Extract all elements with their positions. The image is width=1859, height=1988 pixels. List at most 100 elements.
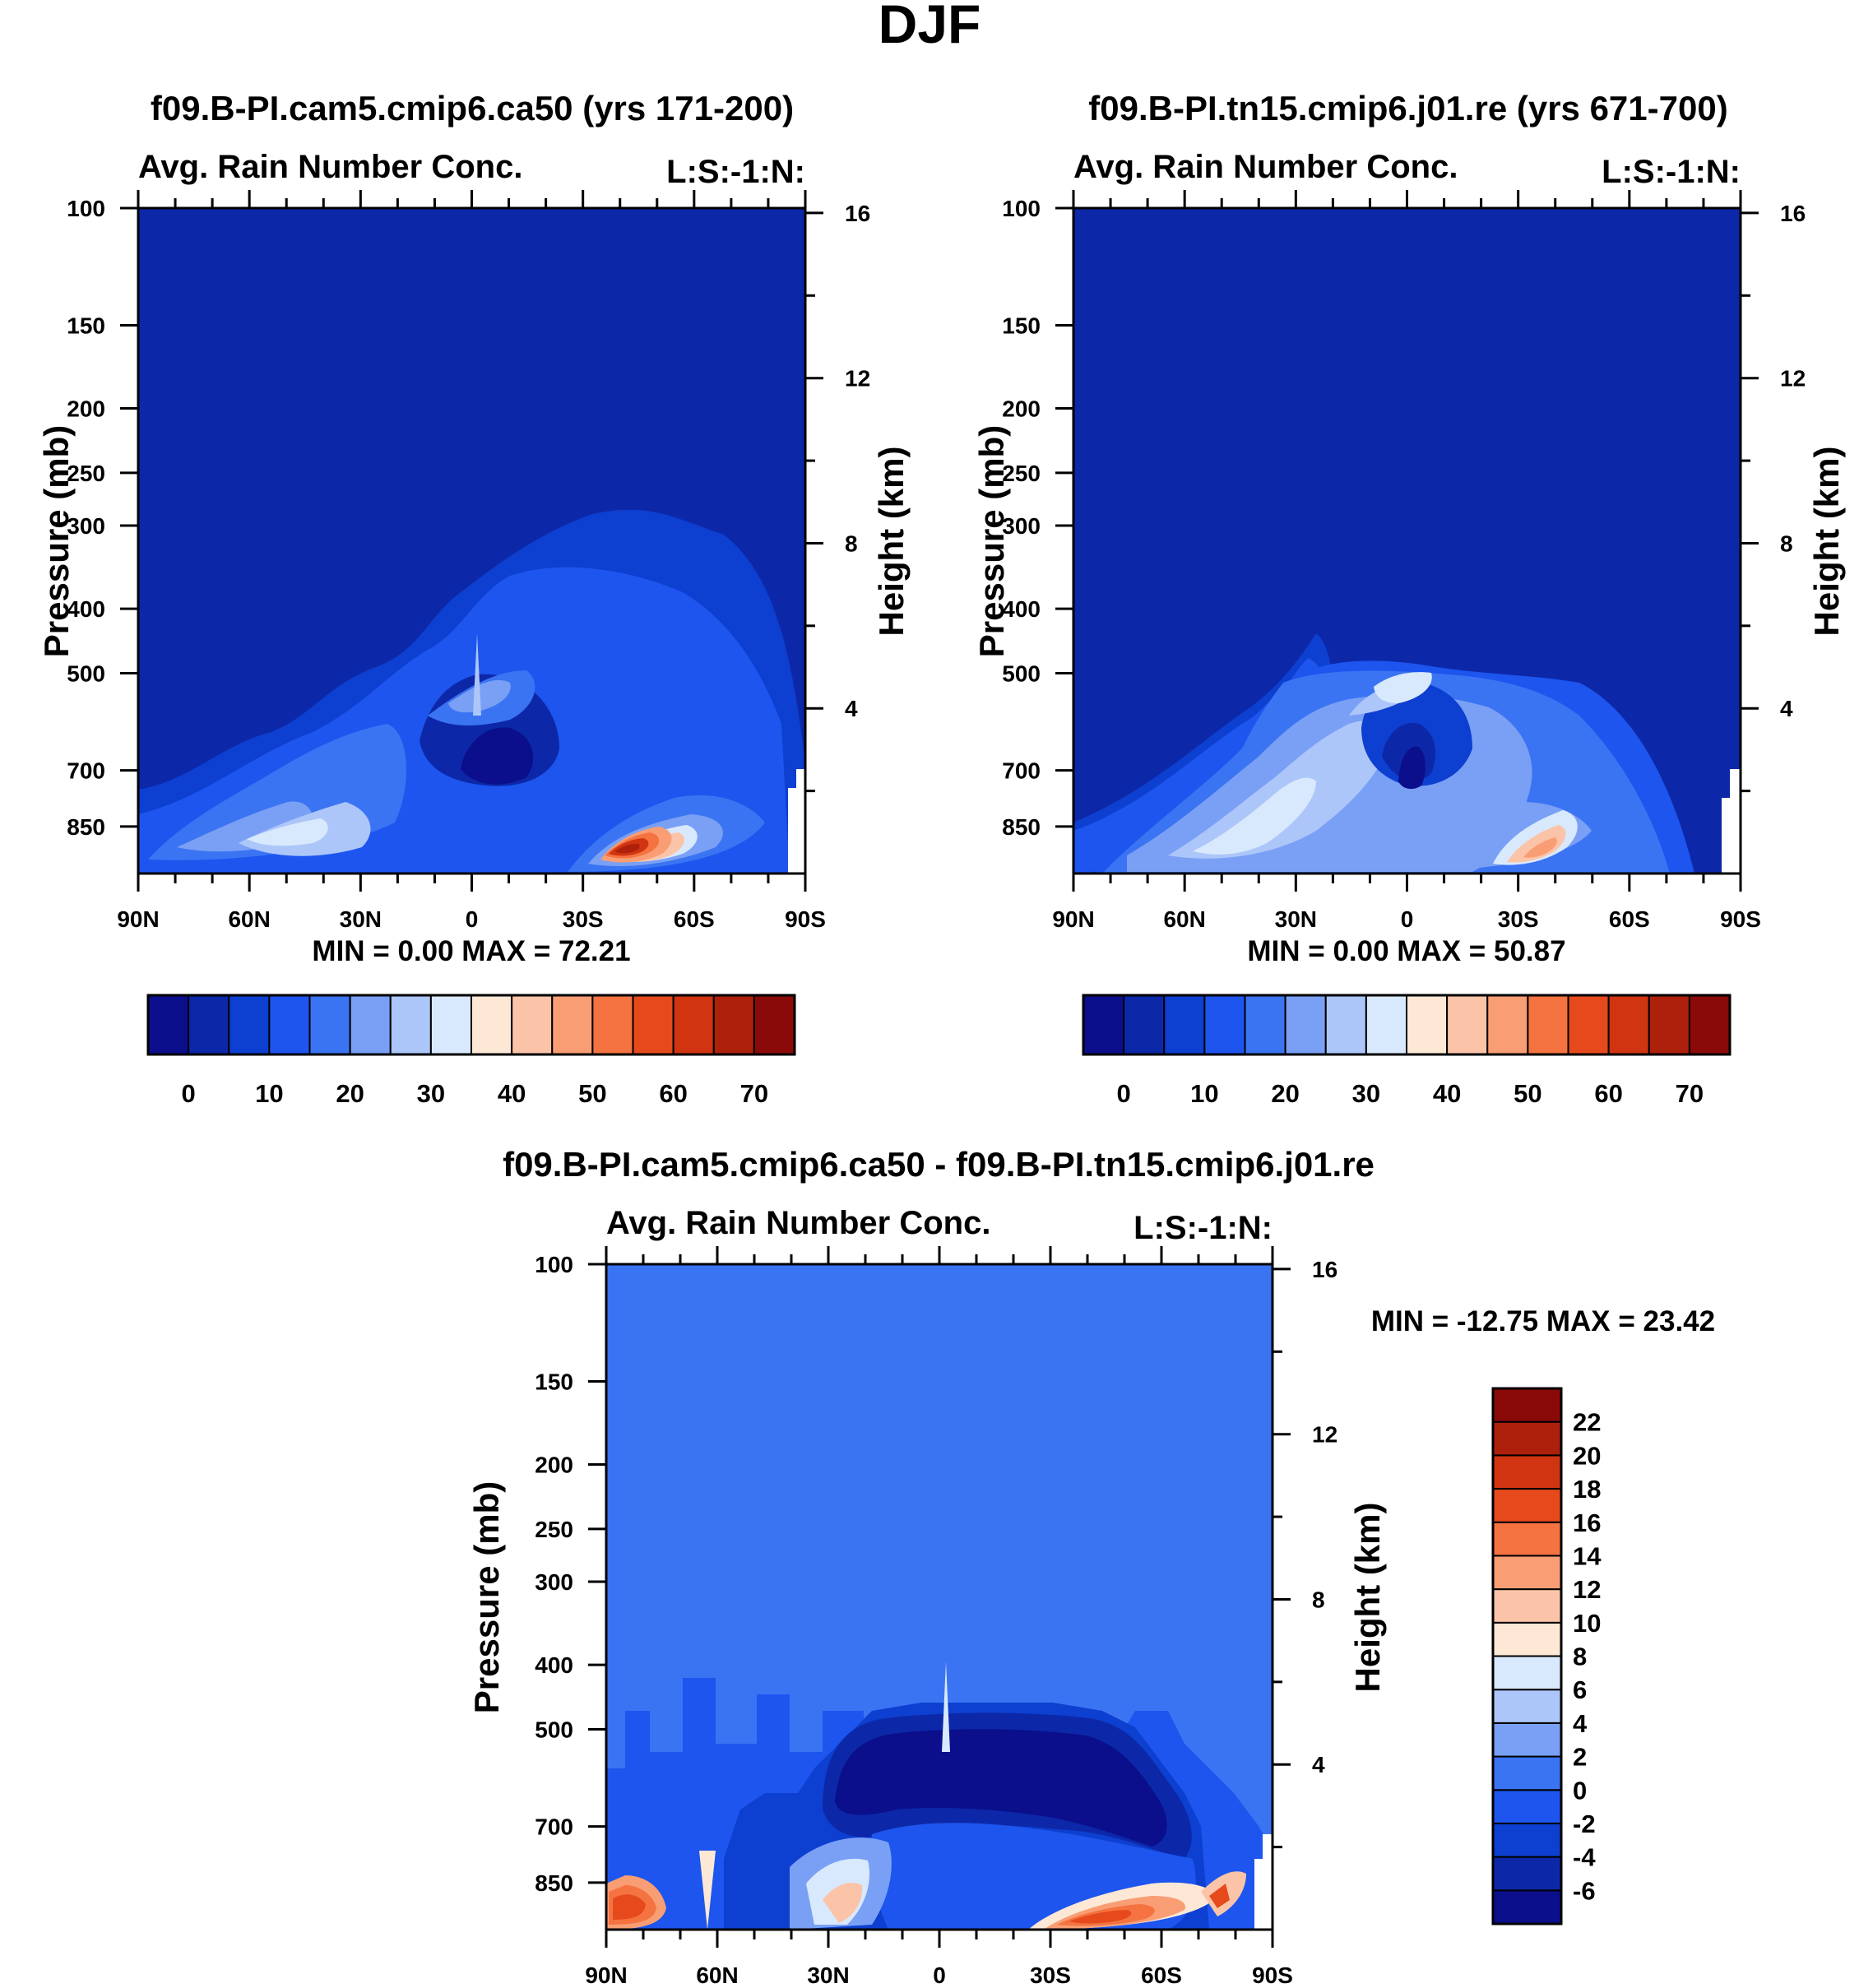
colorbar-2-swatch — [1082, 994, 1125, 1055]
panel-3-title: f09.B-PI.cam5.cmip6.ca50 - f09.B-PI.tn15… — [503, 1145, 1375, 1184]
panel-3-min-max: MIN = -12.75 MAX = 23.42 — [1371, 1305, 1715, 1337]
colorbar-3-label: 22 — [1573, 1408, 1601, 1437]
colorbar-3-swatch — [1492, 1621, 1562, 1657]
colorbar-2-label: 70 — [1676, 1079, 1704, 1108]
panel-3-x-tick-label: 0 — [933, 1963, 946, 1988]
colorbar-2-label: 40 — [1433, 1079, 1461, 1108]
panel-3-units-label: L:S:-1:N: — [1133, 1210, 1273, 1246]
colorbar-2-swatch — [1607, 994, 1650, 1055]
colorbar-1-swatch — [188, 994, 230, 1055]
panel-3-x-tick-label: 60N — [696, 1963, 738, 1988]
panel-2-y-right-tick-label: 8 — [1780, 531, 1793, 556]
colorbar-1-label: 0 — [182, 1079, 196, 1108]
colorbar-1-label: 30 — [417, 1079, 445, 1108]
colorbar-2-swatch — [1406, 994, 1449, 1055]
colorbar-3-label: -2 — [1573, 1810, 1596, 1838]
colorbar-3-label: 10 — [1573, 1609, 1601, 1638]
panel-2-x-tick-label: 0 — [1401, 906, 1414, 932]
panel-3-y-tick-label: 300 — [535, 1569, 573, 1595]
colorbar-3-frame — [1491, 1387, 1563, 1925]
panel-2-x-tick-label: 30S — [1498, 906, 1539, 932]
colorbar-3-swatch — [1492, 1889, 1562, 1925]
colorbar-1-swatch — [349, 994, 392, 1055]
panel-2-units-label: L:S:-1:N: — [1602, 154, 1741, 190]
colorbar-1-frame — [146, 994, 796, 1056]
colorbar-layer: 0 10 20 30 40 50 60 70 0 10 20 30 40 50 60 70-6-4-20246… — [146, 994, 1732, 1925]
panel-1-y-right-tick-label: 8 — [845, 531, 858, 556]
panel-1-x-tick-label: 30N — [340, 906, 382, 932]
colorbar-2-label: 30 — [1352, 1079, 1380, 1108]
panel-2-y-tick-label: 200 — [1002, 396, 1041, 422]
colorbar-3-swatch — [1492, 1521, 1562, 1557]
colorbar-1-swatch — [591, 994, 634, 1055]
colorbar-2-label: 10 — [1190, 1079, 1218, 1108]
panel-1-y-right-tick-label: 12 — [845, 366, 870, 392]
panel-3-y-right-tick-label: 4 — [1312, 1752, 1325, 1777]
colorbar-3-label: 4 — [1573, 1709, 1588, 1738]
panel-1-title: f09.B-PI.cam5.cmip6.ca50 (yrs 171-200) — [151, 89, 794, 127]
colorbar-1-label: 50 — [578, 1079, 606, 1108]
panel-1-x-tick-label: 60N — [228, 906, 270, 932]
panel-1-y-tick-label: 100 — [67, 196, 105, 221]
panel-3-y-tick-label: 150 — [535, 1369, 573, 1394]
panel-control: f09.B-PI.cam5.cmip6.ca50 (yrs 171-200) A… — [37, 89, 911, 967]
panel-1-ylabel-right: Height (km) — [872, 447, 911, 637]
colorbar-3-swatch — [1492, 1488, 1562, 1523]
colorbar-1-swatch — [308, 994, 351, 1055]
panel-1-x-tick-label: 0 — [466, 906, 479, 932]
panel-1-y-tick-label: 200 — [67, 396, 105, 422]
figure-title: DJF — [879, 0, 981, 54]
panel-3-x-tick-label: 30S — [1030, 1963, 1071, 1988]
colorbar-2-frame — [1082, 994, 1732, 1056]
colorbar-2-swatch — [1486, 994, 1529, 1055]
panel-2-x-tick-label: 30N — [1275, 906, 1317, 932]
colorbar-1-swatch — [147, 994, 190, 1055]
colorbar-2-label: 0 — [1117, 1079, 1131, 1108]
colorbar-3-label: 20 — [1573, 1441, 1601, 1470]
colorbar-3-swatch — [1492, 1555, 1562, 1591]
colorbar-1-swatch — [753, 994, 795, 1055]
panel-2-min-max: MIN = 0.00 MAX = 50.87 — [1247, 935, 1565, 967]
colorbar-1-swatch — [228, 994, 271, 1055]
colorbar-1-swatch — [389, 994, 432, 1055]
colorbar-1-swatch — [672, 994, 715, 1055]
panel-1-y-tick-label: 400 — [67, 596, 105, 622]
colorbar-3-swatch — [1492, 1755, 1562, 1791]
panel-2-x-tick-label: 90N — [1052, 906, 1094, 932]
panel-1-y-right-tick-label: 16 — [845, 201, 870, 226]
panel-test: f09.B-PI.tn15.cmip6.j01.re (yrs 671-700)… — [972, 89, 1846, 967]
panel-2-y-tick-label: 100 — [1002, 196, 1041, 221]
panel-3-y-right-tick-label: 8 — [1312, 1587, 1325, 1612]
panel-3-x-tick-label: 90N — [585, 1963, 627, 1988]
panel-1-contour-field — [138, 208, 805, 874]
colorbar-1-label: 60 — [659, 1079, 687, 1108]
colorbar-1-swatch — [712, 994, 755, 1055]
panel-1-x-tick-label: 60S — [674, 906, 715, 932]
colorbar-3-label: -6 — [1573, 1876, 1596, 1905]
panel-3-x-tick-label: 90S — [1252, 1963, 1293, 1988]
colorbar-3-label: 14 — [1573, 1541, 1602, 1570]
panel-1-x-tick-label: 30S — [563, 906, 604, 932]
panel-1-x-tick-label: 90N — [117, 906, 159, 932]
colorbar-1-swatch — [268, 994, 311, 1055]
colorbar-3-swatch — [1492, 1822, 1562, 1858]
colorbar-2-swatch — [1648, 994, 1690, 1055]
panel-1-y-tick-label: 150 — [67, 313, 105, 338]
panel-2-y-tick-label: 250 — [1002, 461, 1041, 486]
colorbar-2-swatch — [1123, 994, 1166, 1055]
panel-1-variable-label: Avg. Rain Number Conc. — [138, 149, 522, 185]
panel-3-x-tick-label: 60S — [1141, 1963, 1182, 1988]
colorbar-1-label: 20 — [336, 1079, 364, 1108]
panel-2-y-right-tick-label: 16 — [1780, 201, 1806, 226]
colorbar-1-swatch — [511, 994, 554, 1055]
colorbar-1-swatch — [632, 994, 675, 1055]
colorbar-1-swatch — [551, 994, 594, 1055]
panel-1-y-tick-label: 850 — [67, 814, 105, 840]
colorbar-3-swatch — [1492, 1789, 1562, 1824]
panel-1-ylabel: Pressure (mb) — [37, 425, 76, 657]
panel-2-x-tick-label: 90S — [1720, 906, 1761, 932]
panel-1-y-tick-label: 300 — [67, 513, 105, 539]
panel-3-y-tick-label: 850 — [535, 1870, 573, 1896]
colorbar-2-swatch — [1688, 994, 1731, 1055]
